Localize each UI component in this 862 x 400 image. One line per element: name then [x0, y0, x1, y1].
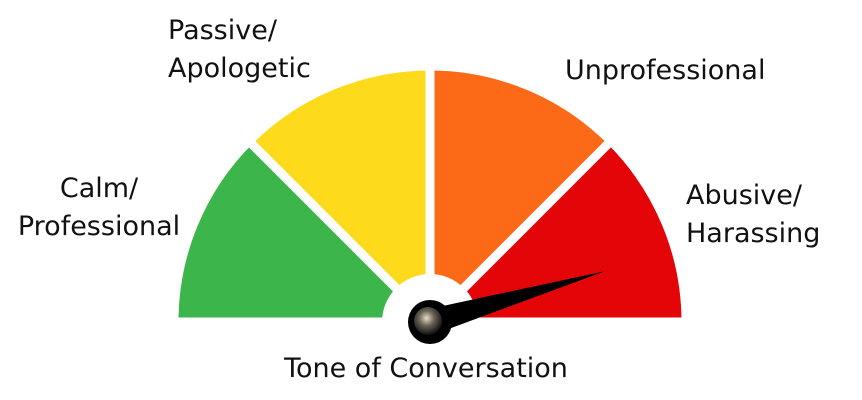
- label-abusive-harassing: Abusive/ Harassing: [686, 177, 820, 253]
- needle-pivot-highlight: [414, 307, 442, 335]
- label-unprofessional: Unprofessional: [565, 52, 765, 90]
- gauge-caption: Tone of Conversation: [0, 350, 852, 388]
- label-passive-apologetic: Passive/ Apologetic: [168, 12, 311, 88]
- label-calm-professional: Calm/ Professional: [14, 170, 184, 246]
